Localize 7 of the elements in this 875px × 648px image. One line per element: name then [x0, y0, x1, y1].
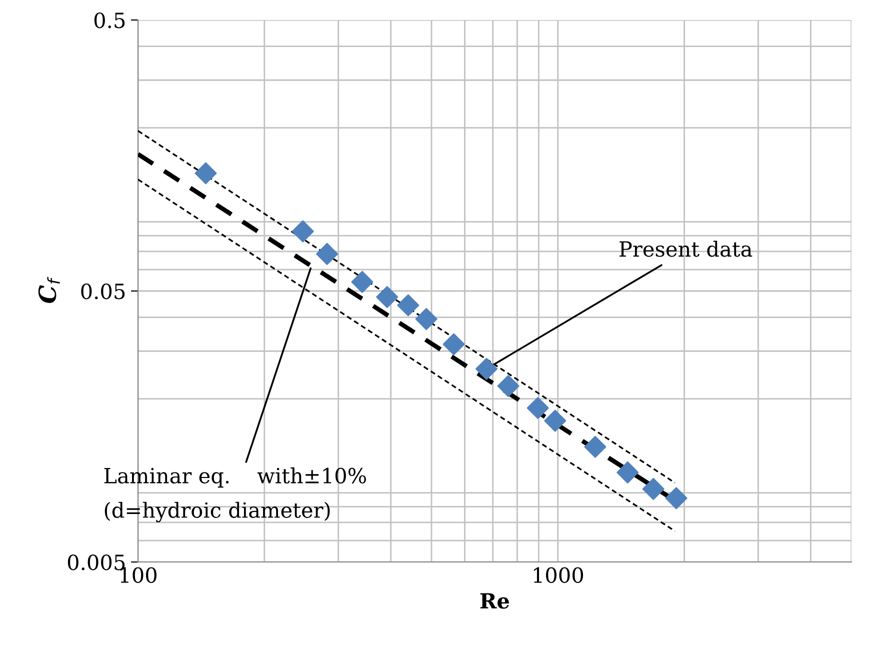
x-tick-label: 1000 [534, 567, 584, 583]
annotation: Laminar eq. with±10% (d=hydroic diameter) [104, 467, 366, 522]
y-axis-title: C$_{f}$ [38, 276, 60, 303]
x-axis-title: Re [480, 593, 510, 609]
y-tick-label: 0.05 [81, 283, 125, 300]
y-tick-label: 0.5 [94, 12, 125, 28]
annotation: Present data [620, 240, 752, 257]
